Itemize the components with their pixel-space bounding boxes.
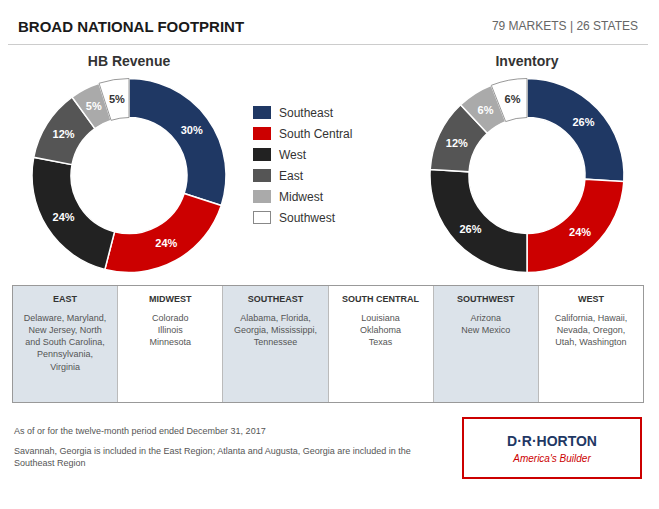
html-text:SOUTHWEST: SOUTHWEST (457, 294, 515, 304)
html-text:HB Revenue: HB Revenue (87, 52, 171, 69)
html-text:EAST: EAST (53, 294, 78, 304)
svg-text:26%: 26% (572, 116, 594, 128)
html-text:MIDWEST: MIDWEST (149, 294, 192, 304)
svg-text:24%: 24% (53, 211, 75, 223)
svg-text:12%: 12% (53, 127, 75, 139)
html-text:Colorado Illinois Minnesota: Colorado Illinois Minnesota (149, 313, 191, 348)
html-text:Arizona New Mexico: Arizona New Mexico (461, 313, 511, 336)
html-text:Louisiana Oklahoma Texas: Louisiana Oklahoma Texas (360, 313, 402, 348)
html-text:Alabama, Florida, Georgia, Mis: Alabama, Florida, Georgia, Mississippi, … (233, 313, 317, 348)
html-text:SOUTH CENTRAL: SOUTH CENTRAL (342, 294, 420, 304)
html-text:Midwest: Midwest (279, 189, 323, 204)
html-text:WEST: WEST (577, 294, 604, 304)
html-text:America's Builder: America's Builder (513, 452, 591, 464)
svg-text:26%: 26% (459, 222, 481, 234)
html-text:As of or for the twelve-month: As of or for the twelve-month period end… (14, 426, 266, 437)
svg-text:6%: 6% (505, 93, 521, 105)
svg-text:30%: 30% (181, 123, 203, 135)
html-text:East: East (279, 168, 303, 183)
html-text:Savannah, Georgia is included: Savannah, Georgia is included in the Eas… (14, 446, 411, 468)
svg-text:24%: 24% (569, 225, 591, 237)
svg-text:12%: 12% (446, 136, 468, 148)
html-text:South Central: South Central (279, 126, 353, 141)
svg-text:5%: 5% (86, 100, 102, 112)
svg-text:5%: 5% (109, 92, 125, 104)
html-text:BROAD NATIONAL FOOTPRINT: BROAD NATIONAL FOOTPRINT (18, 17, 245, 35)
html-text:SOUTHEAST: SOUTHEAST (247, 294, 304, 304)
html-text:California, Hawaii, Nevada, Or: California, Hawaii, Nevada, Oregon, Utah… (554, 313, 628, 348)
svg-text:24%: 24% (155, 237, 177, 249)
html-text:Southwest: Southwest (279, 210, 335, 225)
html-text:Delaware, Maryland, New Jersey: Delaware, Maryland, New Jersey, North an… (23, 313, 107, 372)
html-text:West: West (279, 147, 307, 162)
html-text:79 MARKETS | 26 STATES: 79 MARKETS | 26 STATES (491, 19, 638, 33)
svg-text:6%: 6% (478, 104, 494, 116)
html-text:Inventory: Inventory (495, 52, 559, 69)
html-text:Southeast: Southeast (279, 105, 333, 120)
html-text:D·R·HORTON: D·R·HORTON (507, 432, 597, 449)
